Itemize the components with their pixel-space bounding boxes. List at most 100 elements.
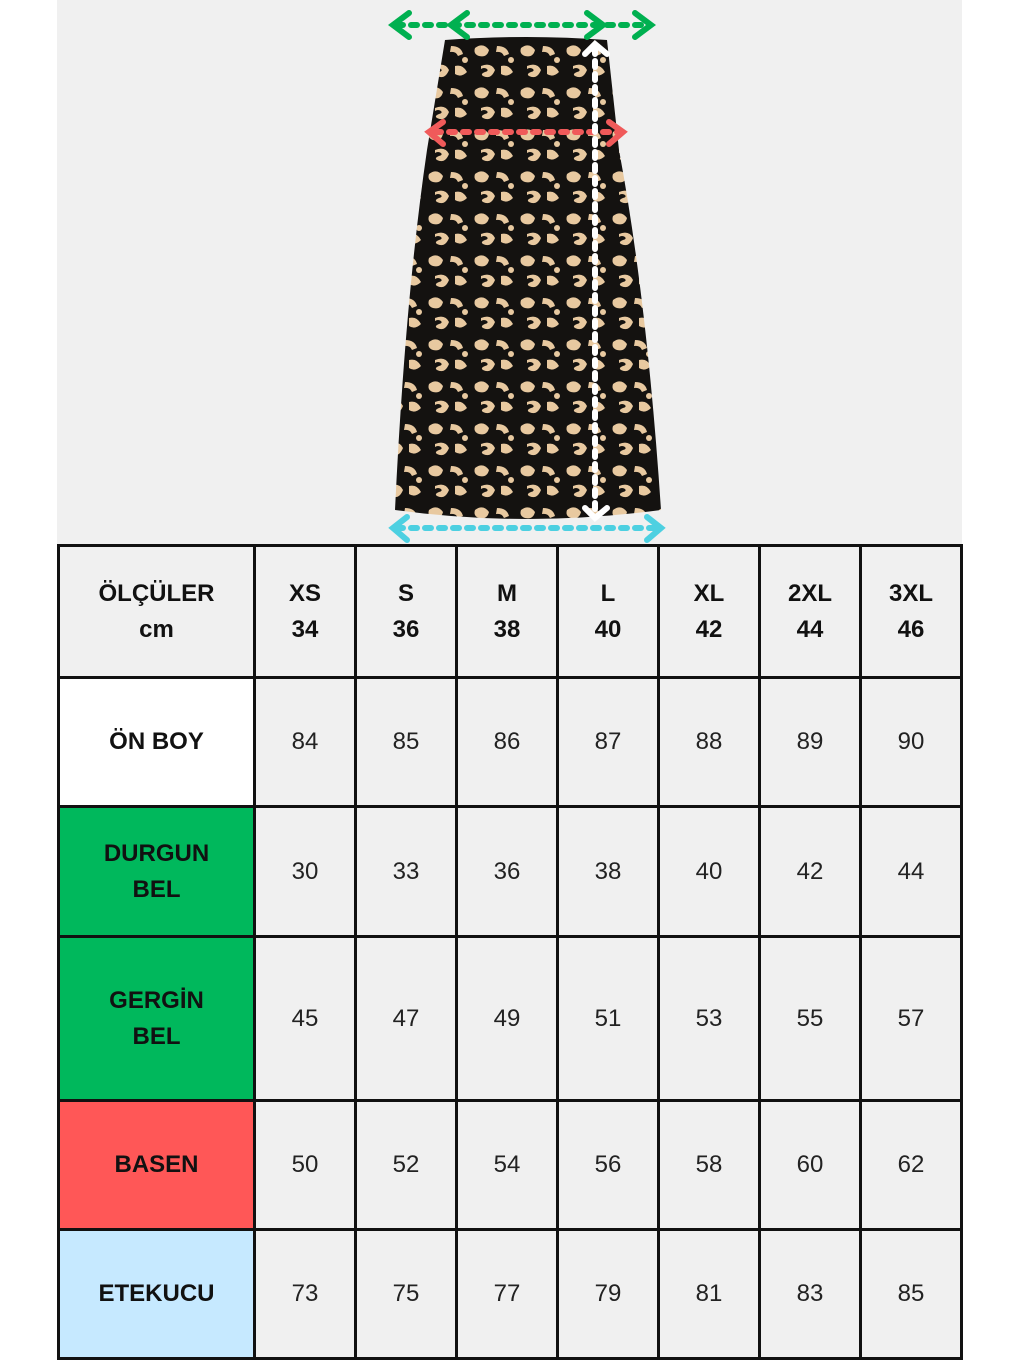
row-label: DURGUN BEL: [57, 805, 256, 938]
measurement-cell-text: 30: [291, 857, 319, 885]
measurement-cell: 84: [253, 676, 357, 808]
measurement-cell-text: 86: [493, 728, 521, 755]
measurement-cell: 77: [455, 1228, 559, 1360]
measurement-cell-text: 36: [493, 857, 521, 885]
front-length-arrow: [582, 39, 610, 523]
measurement-cell: 88: [657, 676, 761, 808]
row-label-text: GERGİN: [109, 986, 204, 1014]
measurement-cell: 83: [758, 1228, 862, 1360]
size-header-text: 38: [493, 615, 521, 643]
product-photo: [57, 0, 962, 545]
measurement-cell: 30: [253, 805, 357, 938]
measurement-cell-text: 83: [796, 1280, 824, 1307]
measurement-cell: 52: [354, 1099, 458, 1231]
row-label-text: ÖN BOY: [109, 728, 204, 755]
measurement-cell-text: 56: [594, 1151, 622, 1178]
table-row: GERGİN BEL 45 47 49 51 53 55 57: [57, 935, 963, 1102]
measurement-cell-text: 87: [594, 728, 622, 755]
measurement-cell: 58: [657, 1099, 761, 1231]
measurement-cell-text: 62: [897, 1151, 925, 1178]
measurement-cell: 56: [556, 1099, 660, 1231]
measurement-cell-text: 45: [291, 1004, 319, 1032]
size-header-text: 42: [695, 615, 723, 643]
measurement-cell-text: 54: [493, 1151, 521, 1178]
measurement-cell-text: 33: [392, 857, 420, 885]
header-label: ÖLÇÜLER cm: [57, 544, 256, 679]
size-header-text: S: [397, 579, 414, 607]
measurement-cell: 85: [859, 1228, 963, 1360]
measurement-cell-text: 85: [392, 728, 420, 755]
size-header-text: M: [497, 579, 517, 607]
measurement-cell-text: 40: [695, 857, 723, 885]
measurement-cell-text: 55: [796, 1004, 824, 1032]
measurement-cell: 40: [657, 805, 761, 938]
measurement-cell-text: 44: [897, 857, 925, 885]
measurement-cell: 62: [859, 1099, 963, 1231]
measurement-cell: 51: [556, 935, 660, 1102]
measurement-cell: 47: [354, 935, 458, 1102]
table-row: ETEKUCU 73 75 77 79 81 83 85: [57, 1228, 963, 1360]
relaxed-waist-arrow: [388, 10, 656, 40]
size-header-text: 46: [897, 615, 925, 643]
measurement-cell: 38: [556, 805, 660, 938]
measurement-cell-text: 79: [594, 1280, 622, 1307]
measurement-cell-text: 50: [291, 1151, 319, 1178]
size-header-text: 2XL: [787, 579, 832, 607]
measurement-cell: 45: [253, 935, 357, 1102]
measurement-cell: 85: [354, 676, 458, 808]
size-header-text: 36: [392, 615, 420, 643]
measurement-cell: 79: [556, 1228, 660, 1360]
size-header: S 36: [354, 544, 458, 679]
skirt-illustration: [388, 10, 666, 543]
size-header-text: XL: [693, 579, 725, 607]
measurement-cell: 90: [859, 676, 963, 808]
row-label-text: BEL: [132, 875, 181, 903]
row-label-text: DURGUN: [103, 839, 210, 867]
measurement-cell-text: 51: [594, 1004, 622, 1032]
measurement-cell: 50: [253, 1099, 357, 1231]
size-header-text: L: [600, 579, 616, 607]
size-header-text: XS: [288, 579, 321, 607]
measurement-cell: 55: [758, 935, 862, 1102]
hip-arrow: [424, 119, 628, 147]
measurement-cell-text: 58: [695, 1151, 723, 1178]
measurement-cell-text: 88: [695, 728, 723, 755]
measurement-cell-text: 89: [796, 728, 824, 755]
measurement-cell-text: 57: [897, 1004, 925, 1032]
table-row: ÖN BOY 84 85 86 87 88 89 90: [57, 676, 963, 808]
row-label-text: ETEKUCU: [98, 1280, 215, 1307]
measurement-cell: 54: [455, 1099, 559, 1231]
measurement-cell: 89: [758, 676, 862, 808]
size-header: XL 42: [657, 544, 761, 679]
measurement-cell: 60: [758, 1099, 862, 1231]
measurement-cell: 49: [455, 935, 559, 1102]
measurement-cell: 87: [556, 676, 660, 808]
measurement-cell: 75: [354, 1228, 458, 1360]
measurement-cell-text: 47: [392, 1004, 420, 1032]
size-chart-table: ÖLÇÜLER cm XS 34 S 36 M 38 L 40 XL 42 2XL 44 3XL 46 ÖN B…: [57, 544, 963, 1360]
hem-arrow: [388, 514, 666, 543]
size-header-text: 40: [594, 615, 622, 643]
measurement-cell-text: 60: [796, 1151, 824, 1178]
size-header: 3XL 46: [859, 544, 963, 679]
measurement-cell-text: 81: [695, 1280, 723, 1307]
header-label-text: cm: [139, 615, 174, 643]
row-label: GERGİN BEL: [57, 935, 256, 1102]
measurement-cell-text: 77: [493, 1280, 521, 1307]
measurement-cell-text: 52: [392, 1151, 420, 1178]
measurement-cell: 81: [657, 1228, 761, 1360]
measurement-cell-text: 42: [796, 857, 824, 885]
header-label-text: ÖLÇÜLER: [98, 579, 215, 607]
table-row: DURGUN BEL 30 33 36 38 40 42 44: [57, 805, 963, 938]
measurement-cell-text: 85: [897, 1280, 925, 1307]
measurement-cell-text: 73: [291, 1280, 319, 1307]
measurement-cell: 36: [455, 805, 559, 938]
size-header-text: 44: [796, 615, 824, 643]
measurement-cell-text: 38: [594, 857, 622, 885]
measurement-cell-text: 84: [291, 728, 319, 755]
measurement-cell: 86: [455, 676, 559, 808]
size-header: M 38: [455, 544, 559, 679]
row-label-text: BEL: [132, 1022, 181, 1050]
measurement-cell-text: 49: [493, 1004, 521, 1032]
measurement-cell-text: 75: [392, 1280, 420, 1307]
